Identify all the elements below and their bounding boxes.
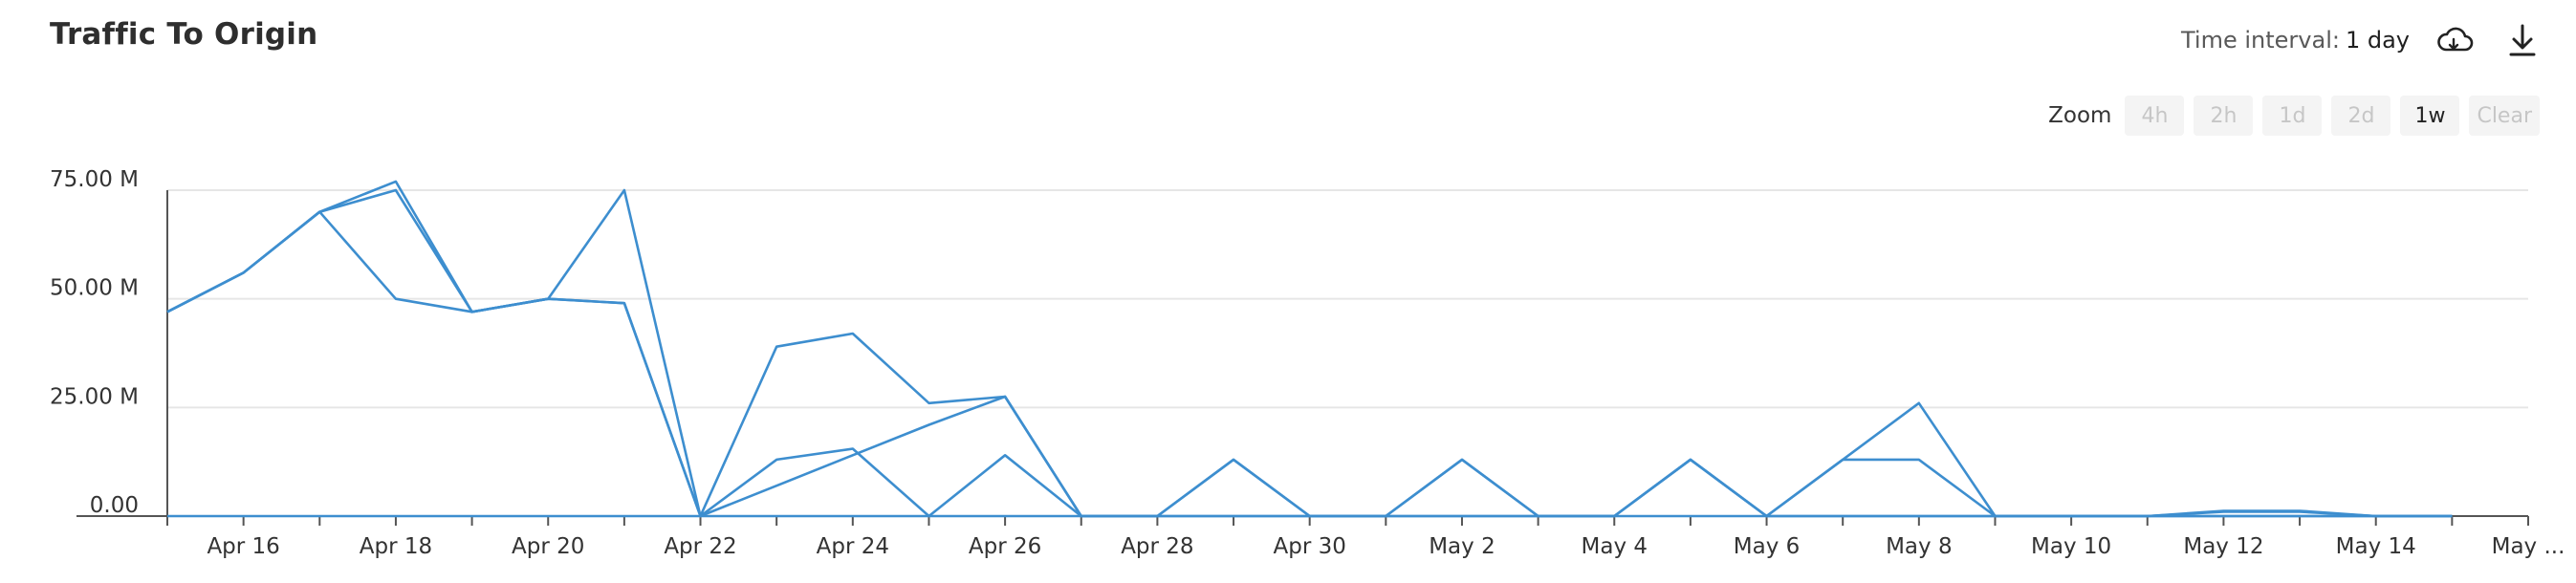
zoom-1w-button[interactable]: 1w bbox=[2400, 96, 2460, 136]
y-tick-label: 0.00 bbox=[90, 493, 139, 518]
x-tick-label: May 12 bbox=[2183, 534, 2263, 559]
x-tick-label: May 14 bbox=[2336, 534, 2416, 559]
x-tick-label: Apr 20 bbox=[512, 534, 584, 559]
zoom-2h-button[interactable]: 2h bbox=[2194, 96, 2254, 136]
x-tick-label: May 2 bbox=[1429, 534, 1495, 559]
zoom-1d-button[interactable]: 1d bbox=[2262, 96, 2323, 136]
x-tick-label: Apr 26 bbox=[969, 534, 1041, 559]
y-tick-label: 50.00 M bbox=[50, 276, 139, 301]
y-tick-label: 25.00 M bbox=[50, 384, 139, 409]
axes bbox=[76, 190, 2528, 517]
series-lines bbox=[166, 180, 2453, 518]
zoom-2d-button[interactable]: 2d bbox=[2331, 96, 2391, 136]
cloud-icon[interactable] bbox=[2434, 19, 2477, 61]
download-icon[interactable] bbox=[2501, 19, 2543, 61]
x-axis-ticks: Apr 16 Apr 18 Apr 20 Apr 22 Apr 24 Apr 26 Apr … bbox=[166, 516, 2565, 559]
zoom-label: Zoom bbox=[2048, 103, 2112, 128]
x-tick-label: Apr 28 bbox=[1121, 534, 1193, 559]
x-tick-label: Apr 24 bbox=[817, 534, 889, 559]
time-interval: Time interval: 1 day bbox=[2181, 27, 2410, 54]
x-tick-label: Apr 18 bbox=[360, 534, 432, 559]
x-tick-label: Apr 30 bbox=[1273, 534, 1345, 559]
series-line bbox=[166, 210, 2453, 518]
header-controls: Time interval: 1 day bbox=[2181, 19, 2543, 61]
y-tick-label: 75.00 M bbox=[50, 167, 139, 192]
zoom-clear-button[interactable]: Clear bbox=[2469, 96, 2540, 136]
series-line bbox=[166, 188, 2453, 518]
x-tick-label: Apr 22 bbox=[664, 534, 736, 559]
zoom-controls: Zoom 4h 2h 1d 2d 1w Clear bbox=[2048, 96, 2540, 136]
chart-title: Traffic To Origin bbox=[50, 17, 318, 52]
x-tick-label: May 8 bbox=[1886, 534, 1953, 559]
x-tick-label: May 10 bbox=[2031, 534, 2111, 559]
x-tick-label: May ... bbox=[2492, 534, 2565, 559]
y-axis-ticks: 0.00 25.00 M 50.00 M 75.00 M bbox=[50, 167, 139, 518]
zoom-4h-button[interactable]: 4h bbox=[2125, 96, 2185, 136]
x-tick-label: Apr 16 bbox=[207, 534, 279, 559]
time-interval-value: 1 day bbox=[2345, 27, 2410, 54]
x-tick-label: May 6 bbox=[1734, 534, 1801, 559]
x-tick-label: May 4 bbox=[1582, 534, 1648, 559]
grid-lines bbox=[167, 189, 2528, 409]
series-line bbox=[166, 180, 2453, 518]
time-interval-label: Time interval: bbox=[2181, 27, 2340, 54]
